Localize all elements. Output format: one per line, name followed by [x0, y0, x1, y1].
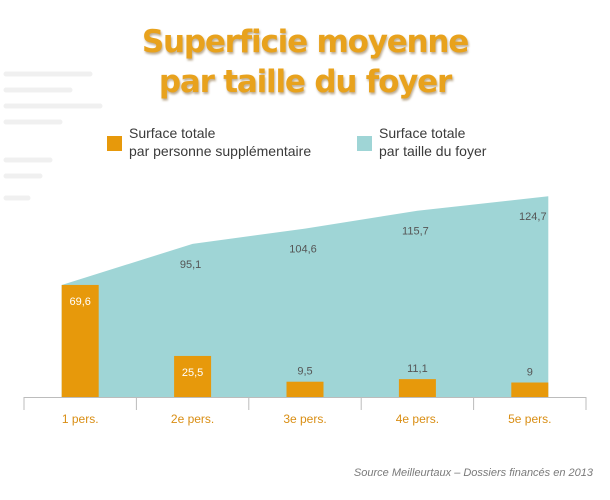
bar-5 — [511, 382, 549, 397]
legend-area-line-1: Surface totale — [379, 125, 466, 141]
area-label-5: 124,7 — [519, 211, 547, 223]
x-tick-label-1: 1 pers. — [62, 412, 99, 426]
title-line-2: par taille du foyer — [158, 64, 452, 100]
bar-label-1: 69,6 — [69, 296, 90, 308]
bar-3 — [286, 381, 324, 397]
area-label-3: 104,6 — [289, 244, 317, 256]
bar-2 — [174, 355, 212, 397]
legend-swatch-area — [357, 136, 372, 151]
area-series — [61, 196, 549, 397]
area-label-2: 95,1 — [180, 259, 201, 271]
x-tick-label-4: 4e pers. — [396, 412, 439, 426]
legend-label-area: Surface totale par taille du foyer — [379, 124, 486, 160]
legend-swatch-bars — [107, 136, 122, 151]
source-note: Source Meilleurtaux – Dossiers financés … — [353, 467, 593, 479]
legend-area-line-2: par taille du foyer — [379, 143, 487, 159]
title-line-1: Superficie moyenne — [141, 24, 469, 60]
area-label-4: 115,7 — [402, 226, 429, 238]
bar-4 — [398, 379, 436, 397]
bar-label-2: 25,5 — [182, 367, 203, 379]
legend-label-bars: Surface totale par personne supplémentai… — [129, 124, 311, 160]
bar-label-3: 9,5 — [297, 366, 312, 378]
x-tick-label-5: 5e pers. — [508, 412, 551, 426]
x-tick-label-2: 2e pers. — [171, 412, 214, 426]
x-tick-label-3: 3e pers. — [283, 412, 326, 426]
bar-label-5: 9 — [527, 367, 533, 379]
bar-1 — [61, 284, 99, 397]
chart-title: Superficie moyenne par taille du foyer — [0, 22, 610, 102]
legend-bars-line-2: par personne supplémentaire — [129, 143, 312, 159]
legend-bars-line-1: Surface totale — [129, 125, 216, 141]
bar-label-4: 11,1 — [407, 363, 428, 375]
